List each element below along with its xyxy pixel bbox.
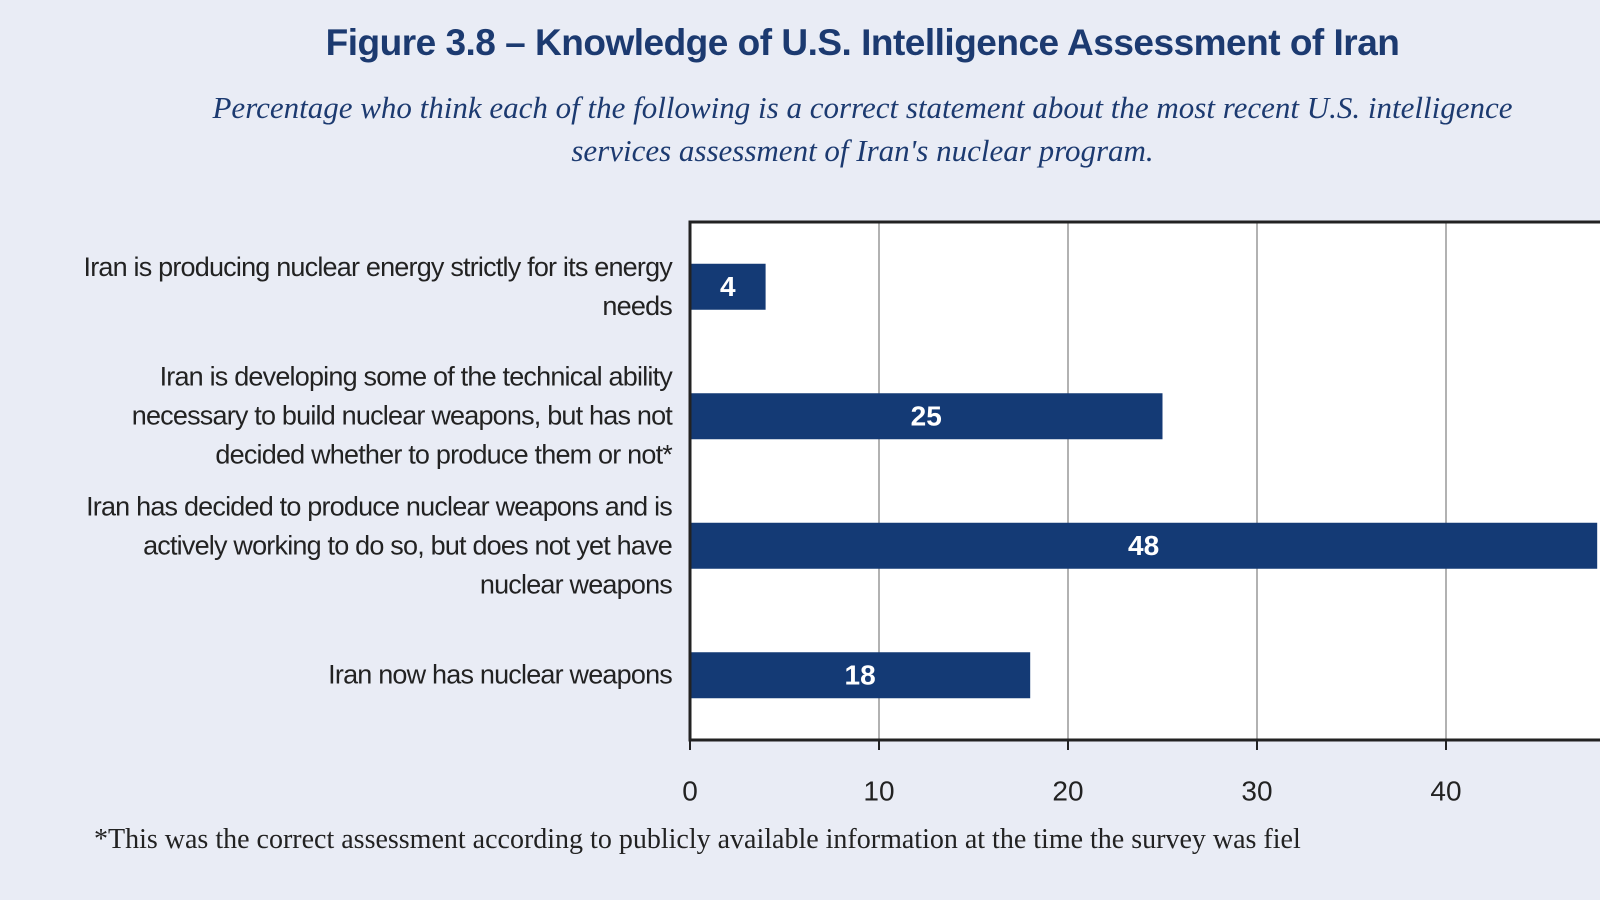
- y-tick-label: Iran now has nuclear weapons: [328, 659, 673, 690]
- y-tick-label: Iran has decided to produce nuclear weap…: [86, 491, 673, 600]
- chart-title: Figure 3.8 – Knowledge of U.S. Intellige…: [325, 22, 1400, 63]
- value-label: 25: [911, 401, 942, 432]
- bar: [690, 393, 1163, 440]
- x-tick-label: 40: [1430, 775, 1461, 806]
- bar: [690, 652, 1031, 699]
- bar: [690, 522, 1598, 569]
- x-tick-label: 20: [1052, 775, 1083, 806]
- value-label: 18: [845, 660, 876, 691]
- footnote: *This was the correct assessment accordi…: [94, 824, 1301, 855]
- x-tick-label: 10: [863, 775, 894, 806]
- bar: [690, 263, 766, 310]
- x-tick-label: 0: [682, 775, 698, 806]
- bars: 4 25 48 18: [690, 263, 1598, 699]
- value-label: 4: [720, 271, 736, 302]
- x-tick-label: 30: [1241, 775, 1272, 806]
- y-tick-label: Iran is developing some of the technical…: [131, 361, 673, 470]
- value-label: 48: [1128, 530, 1159, 561]
- chart-subtitle: Percentage who think each of the followi…: [212, 90, 1513, 168]
- y-tick-label: Iran is producing nuclear energy strictl…: [83, 251, 673, 321]
- axis-frame: [688, 220, 1600, 742]
